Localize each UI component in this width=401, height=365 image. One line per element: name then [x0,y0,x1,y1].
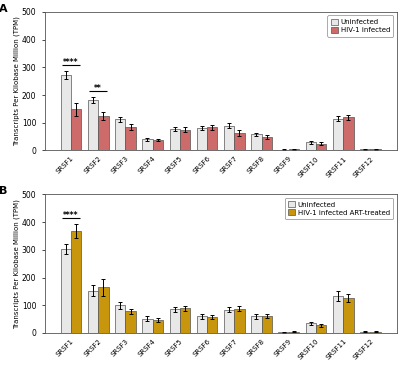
Bar [126,311,136,333]
Bar [98,116,109,150]
Bar [278,332,289,333]
Bar [261,316,272,333]
Bar [343,298,354,333]
Bar [234,308,245,333]
Bar [180,308,190,333]
Bar [306,142,316,150]
Bar [153,140,163,150]
Bar [88,100,98,150]
Bar [306,323,316,333]
Bar [333,119,343,150]
Bar [142,139,153,150]
Bar [261,137,272,150]
Bar [371,149,381,150]
Bar [170,310,180,333]
Bar [115,305,126,333]
Bar [251,134,261,150]
Bar [251,316,261,333]
Bar [316,143,326,150]
Bar [207,317,217,333]
Bar [234,133,245,150]
Legend: Uninfected, HIV-1 infected: Uninfected, HIV-1 infected [327,15,393,36]
Bar [224,126,234,150]
Bar [207,127,217,150]
Text: ****: **** [63,211,79,220]
Bar [224,310,234,333]
Bar [289,149,299,150]
Bar [343,117,354,150]
Bar [126,127,136,150]
Legend: Uninfected, HIV-1 infected ART-treated: Uninfected, HIV-1 infected ART-treated [285,198,393,219]
Bar [360,149,371,150]
Bar [115,119,126,150]
Y-axis label: Transcripts Per Kilobase Million (TPM): Transcripts Per Kilobase Million (TPM) [14,16,20,146]
Text: B: B [0,186,7,196]
Bar [333,296,343,333]
Bar [316,325,326,333]
Bar [61,249,71,333]
Bar [98,287,109,333]
Bar [71,110,81,150]
Bar [371,332,381,333]
Bar [61,75,71,150]
Bar [289,332,299,333]
Bar [197,316,207,333]
Bar [71,231,81,333]
Bar [142,319,153,333]
Bar [180,130,190,150]
Bar [88,291,98,333]
Bar [197,128,207,150]
Bar [360,332,371,333]
Text: A: A [0,4,7,14]
Bar [153,320,163,333]
Bar [170,129,180,150]
Text: **: ** [94,84,102,93]
Text: ****: **** [63,58,79,66]
Y-axis label: Transcripts Per Kilobase Million (TPM): Transcripts Per Kilobase Million (TPM) [14,199,20,328]
